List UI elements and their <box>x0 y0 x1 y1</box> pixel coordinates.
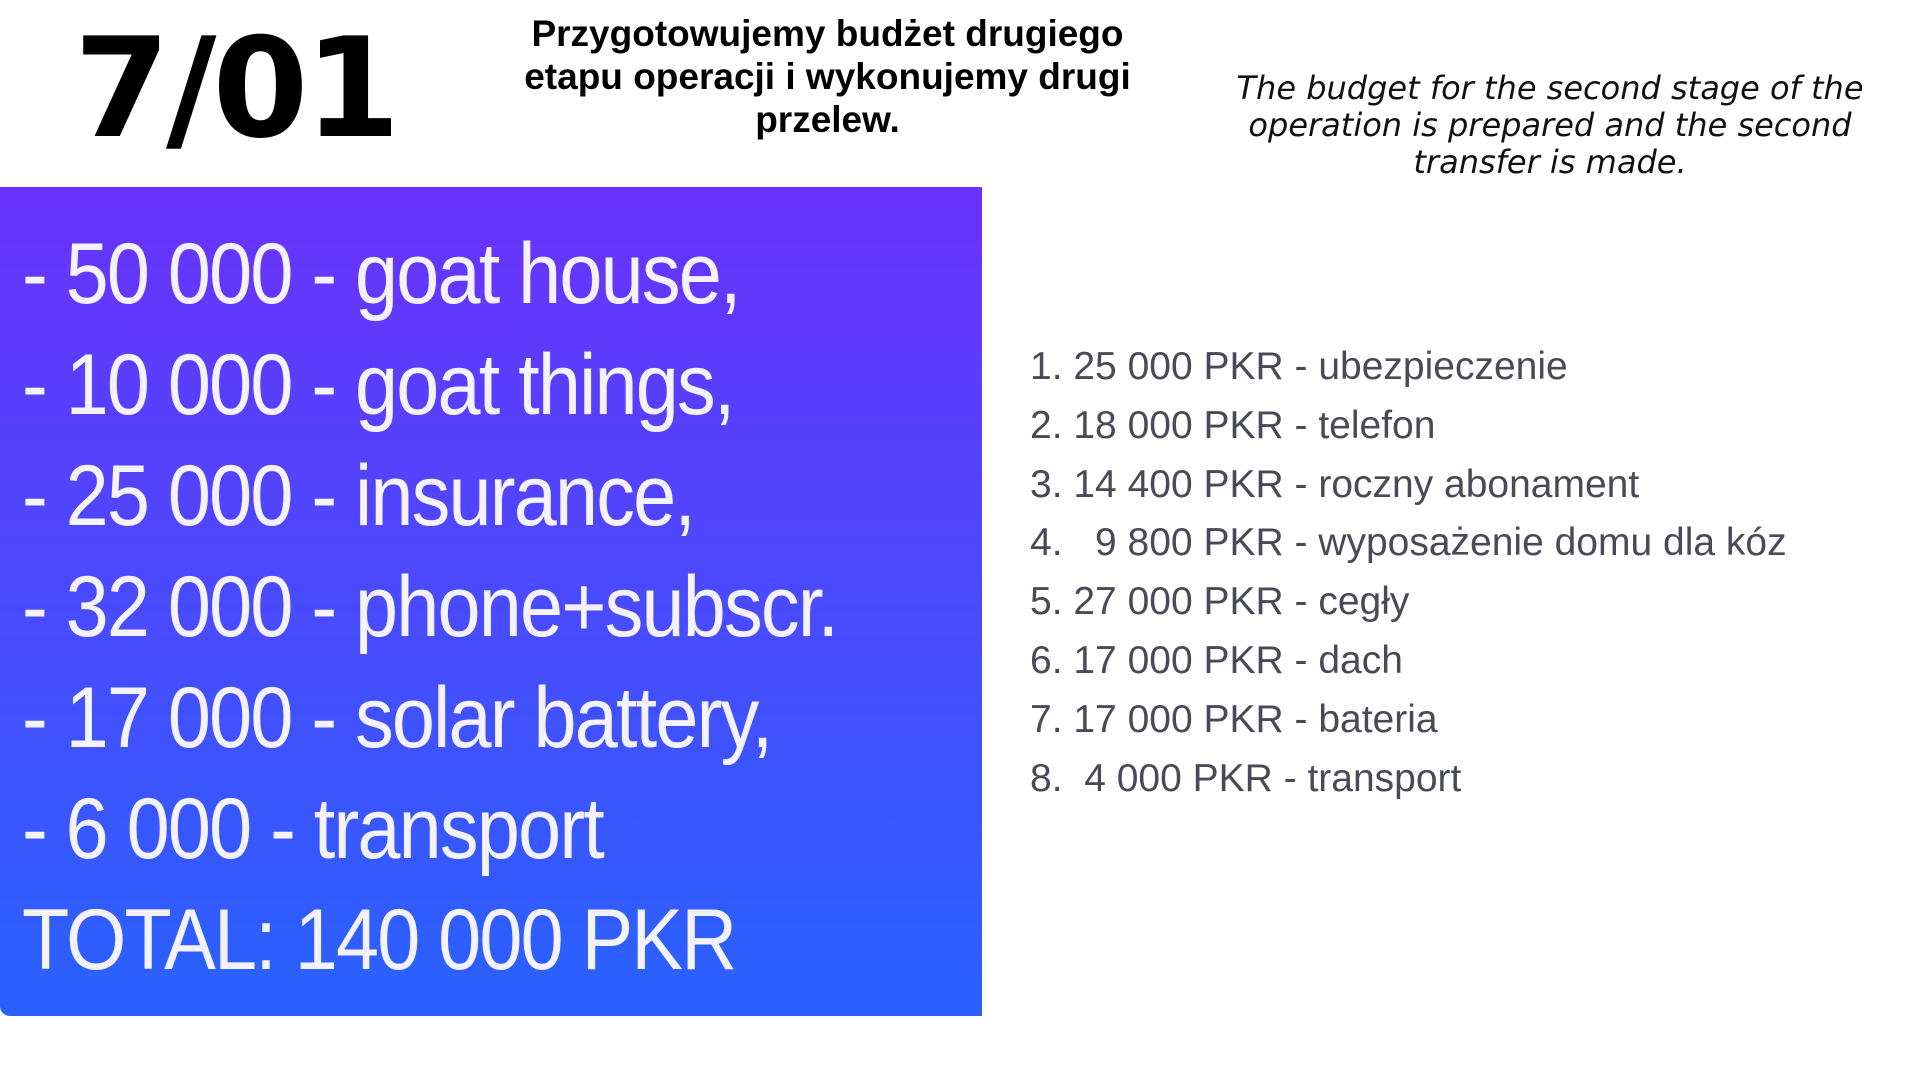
budget-line: - 17 000 - solar battery, <box>22 670 773 766</box>
budget-total: TOTAL: 140 000 PKR <box>22 892 737 988</box>
english-title-line: transfer is made. <box>1413 143 1687 181</box>
list-item: 6. 17 000 PKR - dach <box>1030 638 1403 682</box>
budget-box: - 50 000 - goat house, - 10 000 - goat t… <box>0 187 982 1016</box>
list-item: 8. 4 000 PKR - transport <box>1030 756 1462 800</box>
list-item: 2. 18 000 PKR - telefon <box>1030 403 1436 447</box>
english-title-line: The budget for the second stage of the <box>1236 69 1864 107</box>
polish-title-line: przelew. <box>755 99 900 140</box>
list-item: 5. 27 000 PKR - cegły <box>1030 580 1410 624</box>
budget-line: - 32 000 - phone+subscr. <box>22 559 839 655</box>
english-title-line: operation is prepared and the second <box>1248 106 1852 144</box>
date-heading: 7/01 <box>74 8 400 169</box>
english-title: The budget for the second stage of the o… <box>1195 70 1905 181</box>
list-item: 3. 14 400 PKR - roczny abonament <box>1030 462 1640 506</box>
polish-title: Przygotowujemy budżet drugiego etapu ope… <box>470 12 1185 141</box>
list-item: 1. 25 000 PKR - ubezpieczenie <box>1030 345 1568 388</box>
budget-line: - 6 000 - transport <box>22 781 605 877</box>
budget-line: - 25 000 - insurance, <box>22 448 696 544</box>
polish-title-line: etapu operacji i wykonujemy drugi <box>524 56 1131 97</box>
list-item: 7. 17 000 PKR - bateria <box>1030 697 1438 741</box>
list-item: 4. 9 800 PKR - wyposażenie domu dla kóz <box>1030 521 1787 565</box>
budget-line: - 50 000 - goat house, <box>22 226 742 322</box>
budget-line: - 10 000 - goat things, <box>22 337 735 433</box>
polish-title-line: Przygotowujemy budżet drugiego <box>531 13 1124 54</box>
transfer-list: 1. 25 000 PKR - ubezpieczenie 2. 18 000 … <box>1030 338 1787 808</box>
